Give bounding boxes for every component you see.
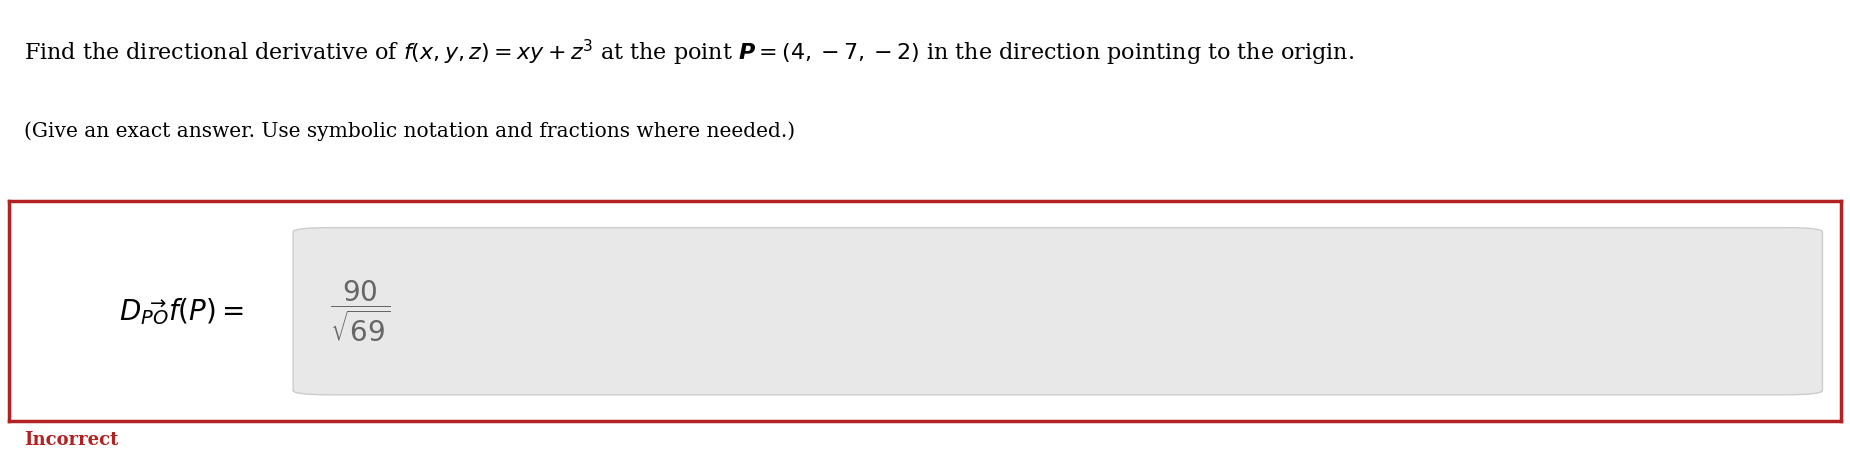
Text: Find the directional derivative of $f(x, y, z) = xy + z^3$ at the point $\boldsy: Find the directional derivative of $f(x,…: [24, 37, 1354, 68]
Text: Incorrect: Incorrect: [24, 431, 118, 448]
Text: (Give an exact answer. Use symbolic notation and fractions where needed.): (Give an exact answer. Use symbolic nota…: [24, 122, 795, 141]
Text: $D_{\overrightarrow{PO}}f(P) =$: $D_{\overrightarrow{PO}}f(P) =$: [118, 296, 244, 327]
FancyBboxPatch shape: [292, 227, 1822, 395]
Text: $\dfrac{90}{\sqrt{69}}$: $\dfrac{90}{\sqrt{69}}$: [329, 278, 390, 344]
